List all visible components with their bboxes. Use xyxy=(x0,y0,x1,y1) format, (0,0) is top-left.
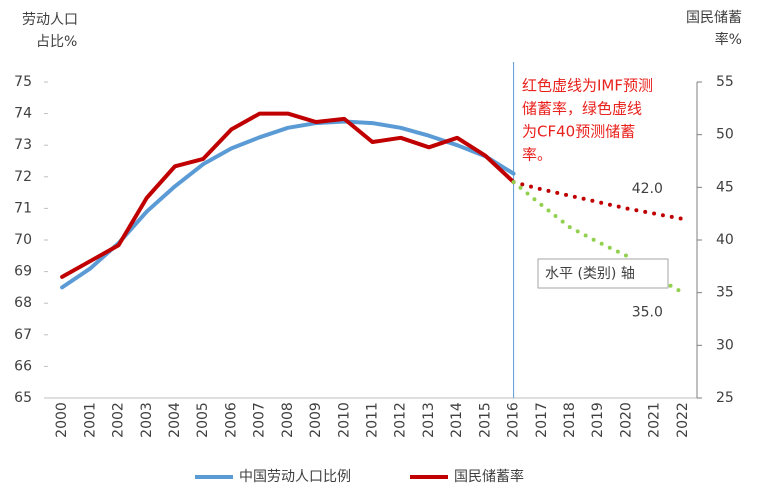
x-tick-label: 2022 xyxy=(675,402,691,438)
x-tick-label: 2000 xyxy=(54,402,70,438)
legend-label: 中国劳动人口比例 xyxy=(239,469,351,485)
series-line xyxy=(60,119,516,290)
y-tick-label: 65 xyxy=(14,390,32,406)
x-tick-label: 2014 xyxy=(449,402,465,438)
annotation: 率。 xyxy=(522,146,552,164)
x-tick-label: 2019 xyxy=(590,402,606,438)
y2-tick-label: 50 xyxy=(716,127,734,143)
x-tick-label: 2003 xyxy=(139,402,155,438)
legend-label: 国民储蓄率 xyxy=(454,468,524,485)
x-tick-label: 2013 xyxy=(421,402,437,438)
y2-tick-label: 45 xyxy=(716,179,734,195)
x-tick-label: 2018 xyxy=(562,402,578,438)
x-tick-label: 2005 xyxy=(195,402,211,438)
y2-tick-label: 55 xyxy=(716,74,734,90)
y-tick-label: 74 xyxy=(14,106,32,122)
x-tick-label: 2021 xyxy=(647,402,663,438)
x-tick-label: 2001 xyxy=(82,402,98,438)
y-tick-label: 71 xyxy=(14,200,32,216)
x-tick-label: 2008 xyxy=(280,402,296,438)
data-label: 35.0 xyxy=(632,305,663,321)
x-tick-label: 2016 xyxy=(506,402,522,438)
x-tick-label: 2009 xyxy=(308,402,324,438)
y2-tick-label: 35 xyxy=(716,285,734,301)
x-tick-label: 2020 xyxy=(618,402,634,438)
x-tick-label: 2015 xyxy=(477,402,493,438)
y2-tick-label: 25 xyxy=(716,390,734,406)
x-tick-label: 2007 xyxy=(252,402,268,438)
y2-tick-label: 40 xyxy=(716,232,734,248)
axis-box-label: 水平 (类别) 轴 xyxy=(545,266,635,282)
y-tick-label: 70 xyxy=(14,232,32,248)
x-tick-label: 2006 xyxy=(223,402,239,438)
series-line xyxy=(60,111,516,279)
y2-axis-title: 国民储蓄 xyxy=(686,10,742,26)
annotation: 红色虚线为IMF预测 xyxy=(522,77,653,95)
y-tick-label: 73 xyxy=(14,137,32,153)
x-tick-label: 2017 xyxy=(534,402,550,438)
x-tick-label: 2011 xyxy=(365,402,381,438)
x-tick-label: 2012 xyxy=(393,402,409,438)
y2-tick-label: 30 xyxy=(716,337,734,353)
y-tick-label: 75 xyxy=(14,74,32,90)
y-tick-label: 72 xyxy=(14,169,32,185)
x-tick-label: 2004 xyxy=(167,402,183,438)
axis-box xyxy=(537,258,669,289)
y-tick-label: 67 xyxy=(14,327,32,343)
x-tick-label: 2002 xyxy=(111,402,127,438)
forecast-line xyxy=(511,180,685,221)
data-label: 42.0 xyxy=(632,181,663,197)
annotation: 为CF40预测储蓄 xyxy=(522,123,635,141)
y-tick-label: 68 xyxy=(14,295,32,311)
y-axis-title: 占比% xyxy=(36,34,77,50)
y2-axis-title: 率% xyxy=(715,31,742,48)
y-tick-label: 69 xyxy=(14,264,32,280)
x-tick-label: 2010 xyxy=(336,402,352,438)
y-tick-label: 66 xyxy=(14,358,32,374)
annotation: 储蓄率，绿色虚线 xyxy=(522,100,642,118)
y-axis-title: 劳动人口 xyxy=(22,12,78,28)
